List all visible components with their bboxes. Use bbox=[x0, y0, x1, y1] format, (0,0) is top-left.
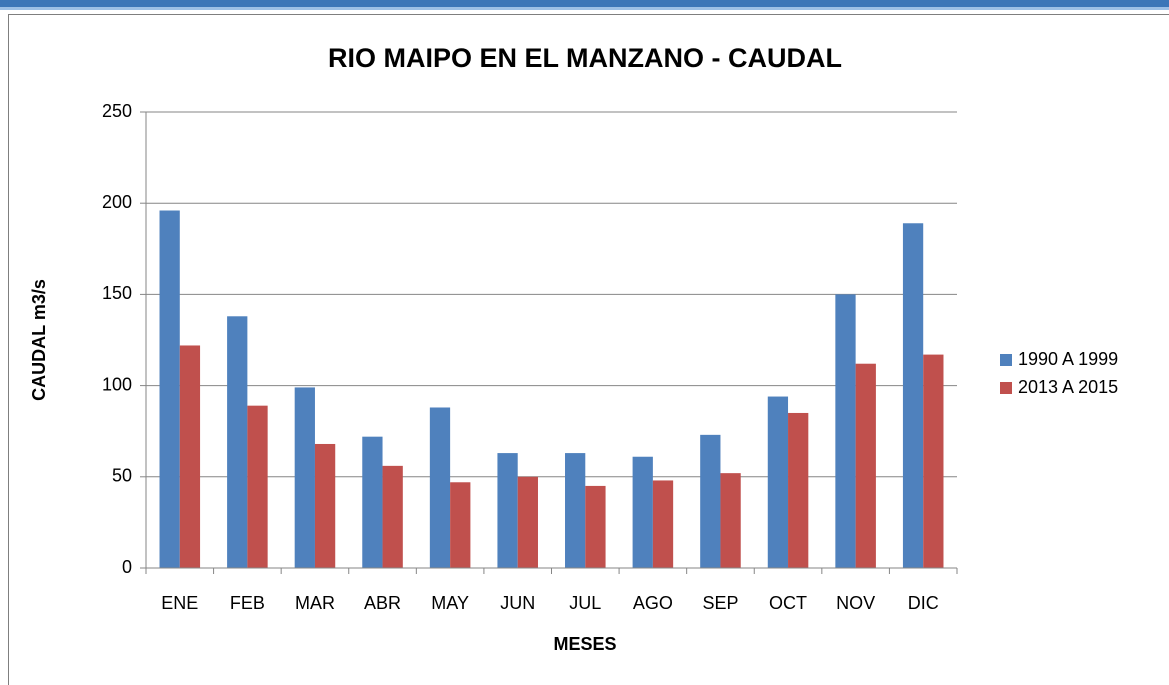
x-tick-label: DIC bbox=[908, 593, 939, 613]
bar bbox=[767, 396, 789, 568]
y-axis-label: CAUDAL m3/s bbox=[29, 279, 49, 401]
bar bbox=[585, 485, 606, 568]
y-tick-label: 150 bbox=[102, 283, 132, 303]
legend-swatch bbox=[1000, 382, 1012, 394]
bar bbox=[902, 223, 924, 568]
x-tick-label: ABR bbox=[364, 593, 401, 613]
x-tick-label: MAY bbox=[431, 593, 469, 613]
bar bbox=[227, 316, 248, 568]
x-tick-label: JUN bbox=[500, 593, 535, 613]
x-tick-label: AGO bbox=[633, 593, 673, 613]
bar bbox=[517, 476, 538, 568]
legend-label: 2013 A 2015 bbox=[1018, 377, 1118, 397]
x-tick-label: SEP bbox=[702, 593, 738, 613]
chart-frame bbox=[8, 14, 1169, 685]
y-tick-label: 250 bbox=[102, 101, 132, 121]
bar bbox=[855, 363, 876, 568]
bar bbox=[565, 453, 586, 568]
bar bbox=[294, 387, 315, 568]
bar bbox=[159, 210, 180, 568]
y-tick-label: 200 bbox=[102, 192, 132, 212]
bar bbox=[632, 456, 653, 568]
bar bbox=[382, 465, 403, 568]
legend-label: 1990 A 1999 bbox=[1018, 349, 1118, 369]
bar bbox=[788, 412, 809, 568]
bar bbox=[429, 407, 451, 568]
y-tick-label: 100 bbox=[102, 374, 132, 394]
x-tick-label: OCT bbox=[769, 593, 807, 613]
bar bbox=[362, 436, 383, 568]
top-band bbox=[0, 0, 1169, 7]
y-tick-label: 50 bbox=[112, 466, 132, 486]
x-axis-label: MESES bbox=[553, 634, 616, 654]
bar bbox=[314, 443, 336, 568]
bar bbox=[923, 354, 944, 568]
x-tick-label: MAR bbox=[295, 593, 335, 613]
bar bbox=[700, 434, 721, 568]
y-tick-label: 0 bbox=[122, 557, 132, 577]
x-tick-label: NOV bbox=[836, 593, 875, 613]
chart-title: RIO MAIPO EN EL MANZANO - CAUDAL bbox=[328, 43, 842, 73]
bar bbox=[652, 480, 674, 568]
bar bbox=[497, 453, 518, 568]
x-tick-label: JUL bbox=[569, 593, 601, 613]
top-band-light bbox=[0, 7, 1169, 10]
x-tick-label: FEB bbox=[230, 593, 265, 613]
bar bbox=[835, 294, 856, 568]
bar bbox=[450, 482, 471, 568]
legend-swatch bbox=[1000, 354, 1012, 366]
bar bbox=[720, 473, 741, 568]
x-tick-label: ENE bbox=[161, 593, 198, 613]
bar bbox=[247, 405, 268, 568]
bar bbox=[179, 345, 201, 568]
